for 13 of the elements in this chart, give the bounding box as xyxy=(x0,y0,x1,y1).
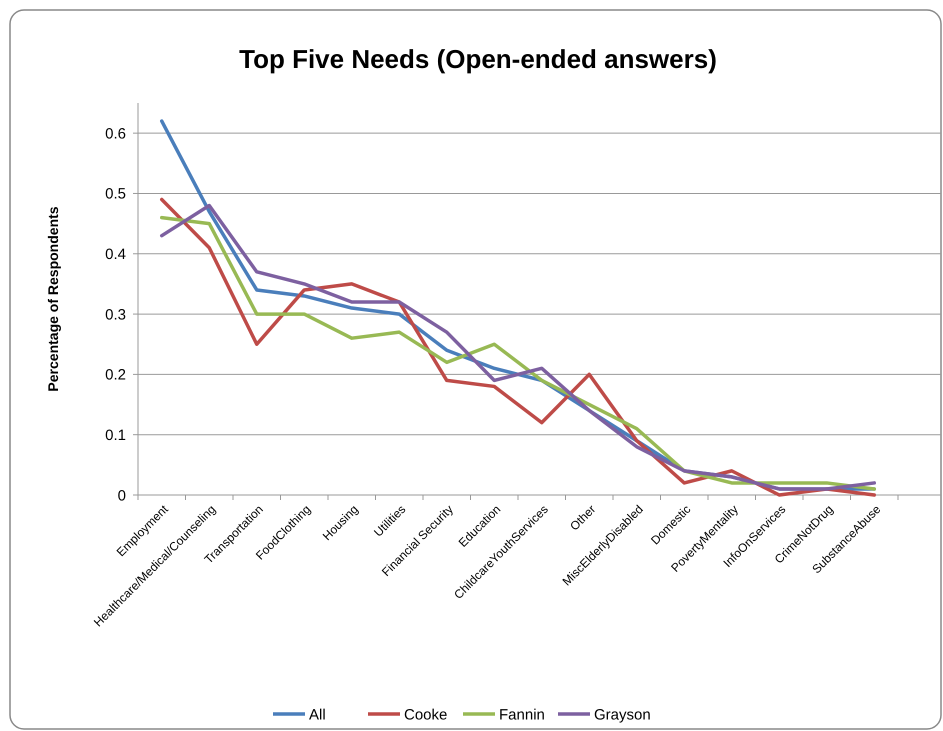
y-tick-label: 0.4 xyxy=(105,246,126,264)
legend-label: Grayson xyxy=(594,706,651,724)
y-tick-label: 0.3 xyxy=(105,306,126,324)
legend-label: Fannin xyxy=(499,706,545,724)
y-tick-label: 0.1 xyxy=(105,426,126,444)
y-axis-title: Percentage of Respondents xyxy=(45,206,61,392)
y-tick-label: 0.2 xyxy=(105,366,126,384)
y-tick-label: 0.5 xyxy=(105,186,126,203)
y-tick-label: 0.6 xyxy=(105,125,126,142)
chart-title: Top Five Needs (Open-ended answers) xyxy=(239,44,717,74)
y-tick-label: 0 xyxy=(118,487,126,504)
legend-label: Cooke xyxy=(404,706,448,724)
legend-label: All xyxy=(309,706,326,724)
